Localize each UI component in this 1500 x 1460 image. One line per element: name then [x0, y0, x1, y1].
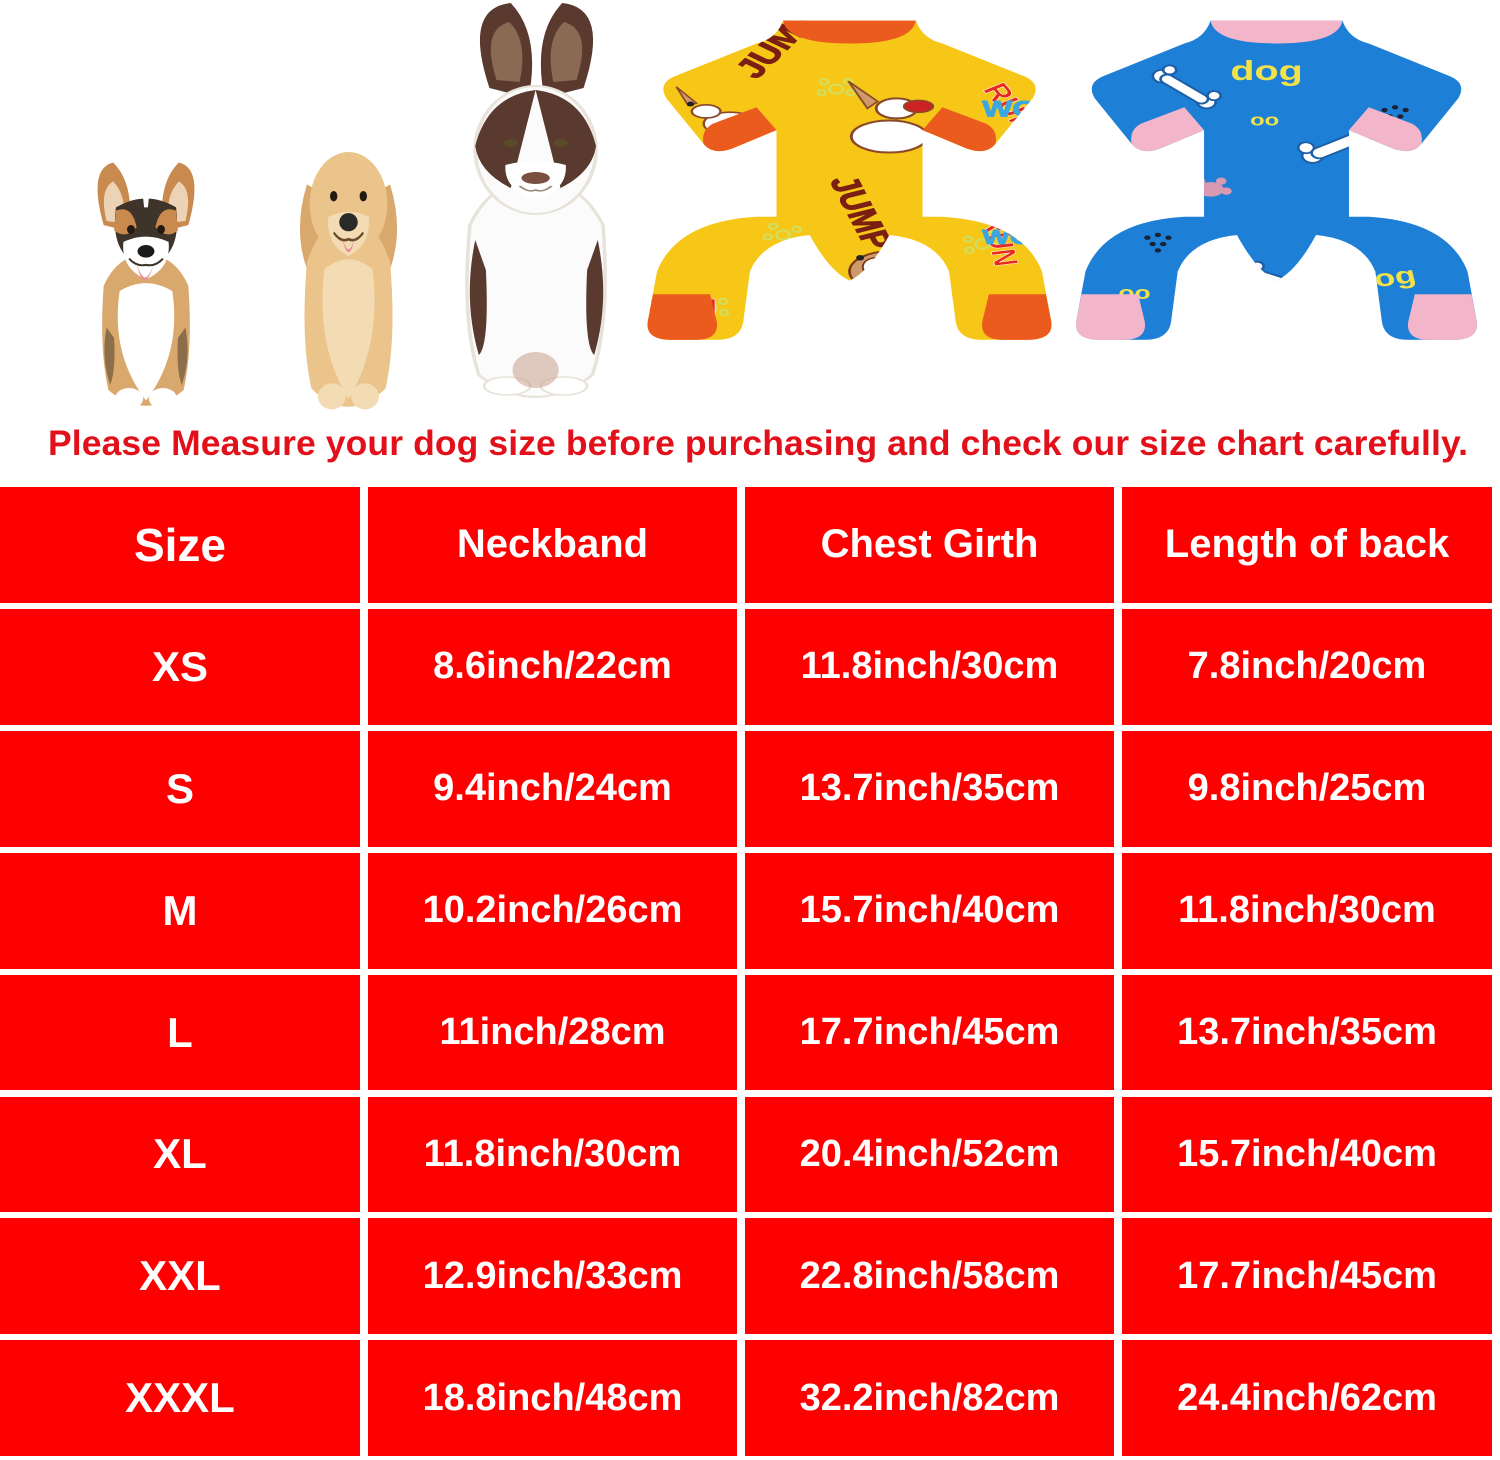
svg-text:dog: dog: [1230, 56, 1302, 87]
svg-text:JUMP: JUMP: [779, 296, 879, 331]
svg-text:oo: oo: [1250, 112, 1279, 130]
